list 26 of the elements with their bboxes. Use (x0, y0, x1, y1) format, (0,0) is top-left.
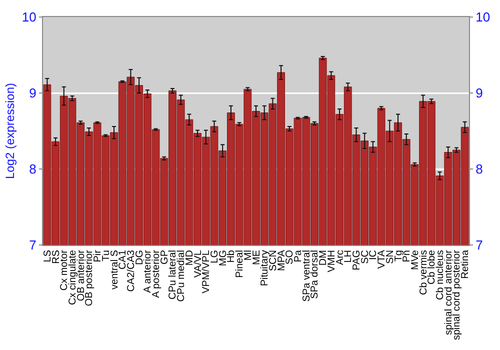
x-tick-label: A posterior (151, 249, 162, 298)
x-tick-label: MVe (410, 250, 421, 270)
x-tick-label: SN (384, 250, 396, 264)
x-tick-label: ME (251, 250, 262, 265)
y2-tick-label: 9 (476, 86, 483, 101)
y-tick-label: 10 (22, 10, 36, 25)
x-tick-label: Ml (242, 250, 254, 261)
x-tick-label: Retina (460, 250, 472, 279)
x-tick-label: spinal cord posterior (452, 249, 463, 340)
x-tick-label: RS (50, 250, 62, 264)
y-tick-label: 8 (29, 162, 36, 177)
y2-tick-label: 10 (476, 10, 490, 25)
x-tick-label: LG (209, 250, 220, 264)
y2-tick-label: 8 (476, 162, 483, 177)
y-tick-label: 7 (29, 238, 36, 253)
x-tick-label: PAG (351, 250, 362, 270)
x-tick-label: OB posterior (84, 249, 96, 306)
x-tick-label: VMH (326, 250, 338, 272)
x-tick-label: CA2/CA3 (126, 250, 137, 292)
x-tick-label: Tg (393, 250, 404, 262)
x-tick-label: Tu (100, 250, 112, 262)
x-tick-label: LS (42, 250, 54, 262)
y-tick-label: 9 (29, 86, 36, 101)
y2-tick-label: 7 (476, 238, 483, 253)
y-axis-title: Log2 (expression) (3, 82, 18, 180)
x-tick-label: Cx cingulate (67, 250, 78, 306)
